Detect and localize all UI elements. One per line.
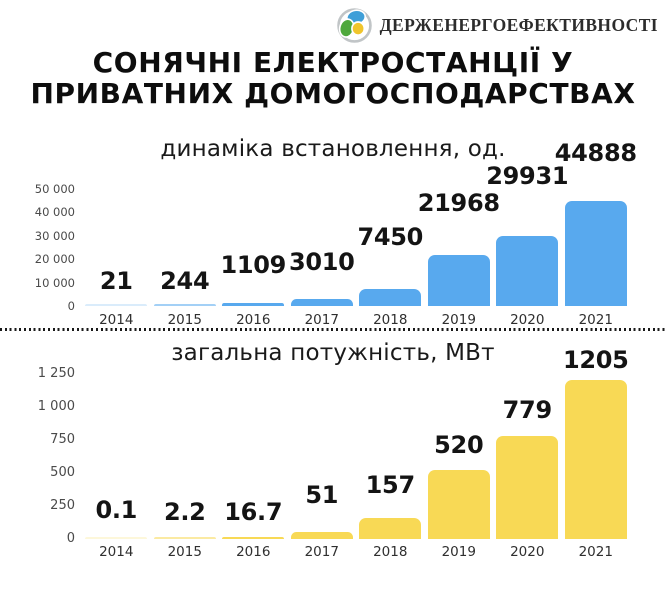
bar-2018 bbox=[359, 288, 422, 306]
bar-slot: 29931 bbox=[486, 164, 569, 306]
y-tick-label: 40 000 bbox=[34, 205, 75, 220]
bar-2017 bbox=[290, 532, 353, 539]
bar-2021 bbox=[564, 200, 627, 306]
bar-value-label: 1109 bbox=[220, 251, 287, 280]
bar-value-label: 21968 bbox=[417, 188, 500, 217]
year-label: 2016 bbox=[236, 544, 271, 560]
year-label: 2016 bbox=[236, 312, 271, 328]
chart-capacity-title: загальна потужність, МВт bbox=[171, 340, 495, 366]
bar-value-label: 2.2 bbox=[163, 498, 206, 526]
bar-slot: 3010 bbox=[288, 189, 357, 306]
bar-value-label: 157 bbox=[365, 471, 416, 500]
bar-slot: 51 bbox=[288, 374, 357, 539]
year-label: 2015 bbox=[167, 312, 202, 328]
bar-slot: 157 bbox=[356, 374, 425, 539]
agency-brand: ДЕРЖЕНЕРГОЕФЕКТИВНОСТІ bbox=[336, 7, 658, 44]
y-axis: 0 250 500 750 1 000 1 250 bbox=[0, 367, 75, 546]
bar-value-label: 29931 bbox=[486, 161, 569, 190]
page-title-line-1: СОНЯЧНІ ЕЛЕКТРОСТАНЦІЇ У bbox=[92, 46, 574, 79]
y-tick-label: 30 000 bbox=[34, 228, 75, 243]
bar-2016 bbox=[222, 303, 285, 306]
bar-value-label: 244 bbox=[160, 267, 210, 295]
y-tick-label: 750 bbox=[50, 432, 75, 447]
y-axis: 0 10 000 20 000 30 000 40 000 50 000 bbox=[0, 182, 75, 313]
bar-value-label: 16.7 bbox=[224, 497, 283, 526]
y-tick-label: 1 250 bbox=[37, 366, 75, 381]
y-tick-label: 500 bbox=[50, 465, 75, 480]
year-label: 2019 bbox=[441, 312, 476, 328]
bar-value-label: 3010 bbox=[288, 247, 355, 276]
year-label: 2021 bbox=[578, 544, 613, 560]
bar-2020 bbox=[496, 235, 559, 306]
bar-2015 bbox=[153, 304, 216, 306]
bar-2020 bbox=[496, 436, 559, 539]
bar-slot: 21968 bbox=[418, 189, 500, 306]
bar-2015 bbox=[153, 537, 216, 539]
bar-value-label: 51 bbox=[305, 481, 339, 510]
bar-value-label: 21 bbox=[99, 267, 133, 295]
bar-slot: 1205 bbox=[562, 348, 631, 539]
y-tick-label: 250 bbox=[50, 498, 75, 513]
year-label: 2017 bbox=[304, 544, 339, 560]
bar-slot: 21 bbox=[82, 189, 151, 306]
page-title: СОНЯЧНІ ЕЛЕКТРОСТАНЦІЇ У ПРИВАТНИХ ДОМОГ… bbox=[0, 47, 666, 109]
bar-value-label: 7450 bbox=[357, 222, 424, 251]
bar-slot: 520 bbox=[425, 374, 494, 539]
page-title-line-2: ПРИВАТНИХ ДОМОГОСПОДАРСТВАХ bbox=[30, 77, 636, 110]
bar-2016 bbox=[222, 536, 285, 539]
bar-slot: 244 bbox=[151, 189, 220, 306]
bar-slot: 16.7 bbox=[219, 374, 288, 539]
bar-value-label: 0.1 bbox=[95, 496, 138, 524]
dotted-divider bbox=[0, 328, 666, 331]
year-label: 2021 bbox=[578, 312, 613, 328]
year-label: 2018 bbox=[373, 544, 408, 560]
bar-slot: 1109 bbox=[219, 189, 288, 306]
bar-value-label: 44888 bbox=[554, 138, 637, 167]
bar-2019 bbox=[427, 254, 490, 306]
x-axis: 2014 2015 2016 2017 2018 2019 2020 2021 bbox=[82, 544, 630, 560]
bar-slot: 2.2 bbox=[151, 374, 220, 539]
bar-value-label: 520 bbox=[434, 431, 484, 460]
year-label: 2020 bbox=[510, 544, 545, 560]
y-tick-label: 1 000 bbox=[37, 399, 75, 414]
year-label: 2018 bbox=[373, 312, 408, 328]
bar-value-label: 1205 bbox=[562, 345, 629, 374]
chart-installations-title: динаміка встановлення, од. bbox=[160, 136, 506, 162]
year-label: 2015 bbox=[167, 544, 202, 560]
sphere-logo-icon bbox=[336, 8, 372, 43]
bar-2018 bbox=[359, 518, 422, 539]
bar-2014 bbox=[85, 304, 148, 306]
bar-slot: 779 bbox=[493, 374, 562, 539]
year-label: 2017 bbox=[304, 312, 339, 328]
year-label: 2014 bbox=[99, 312, 134, 328]
bar-2017 bbox=[290, 298, 353, 306]
y-tick-label: 10 000 bbox=[34, 275, 75, 290]
bar-2014 bbox=[85, 537, 148, 539]
x-axis: 2014 2015 2016 2017 2018 2019 2020 2021 bbox=[82, 312, 630, 328]
agency-name: ДЕРЖЕНЕРГОЕФЕКТИВНОСТІ bbox=[379, 15, 658, 35]
y-tick-label: 50 000 bbox=[34, 182, 75, 196]
bar-2021 bbox=[564, 379, 627, 539]
y-tick-label: 0 bbox=[67, 299, 75, 313]
bar-slot: 0.1 bbox=[82, 374, 151, 539]
plot-area: 21 244 1109 3010 7450 21968 29931 44888 bbox=[82, 141, 637, 306]
bar-2019 bbox=[427, 470, 490, 539]
bar-slot: 7450 bbox=[356, 189, 425, 306]
year-label: 2020 bbox=[510, 312, 545, 328]
y-tick-label: 20 000 bbox=[34, 252, 75, 267]
year-label: 2019 bbox=[441, 544, 476, 560]
bar-value-label: 779 bbox=[502, 396, 553, 425]
plot-area: 0.1 2.2 16.7 51 157 520 779 1205 bbox=[82, 348, 631, 539]
year-label: 2014 bbox=[99, 544, 134, 560]
y-tick-label: 0 bbox=[66, 531, 75, 546]
bar-slot: 44888 bbox=[555, 141, 637, 306]
